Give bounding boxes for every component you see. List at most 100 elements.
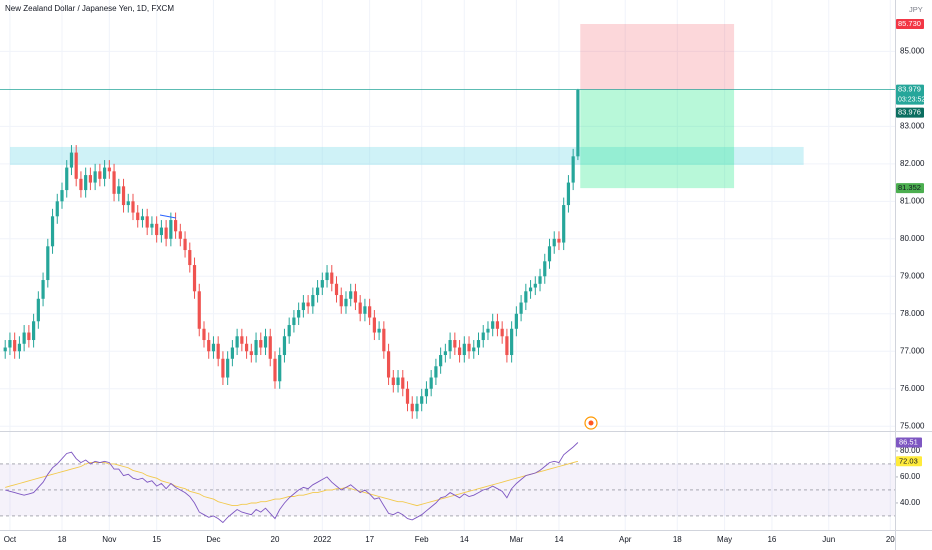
- candle-body: [254, 340, 258, 356]
- candle-body: [259, 340, 263, 348]
- candle-body: [211, 343, 216, 352]
- candle-body: [533, 283, 537, 288]
- x-tick-label: 16: [767, 535, 776, 544]
- candle-body: [453, 340, 457, 348]
- candle-body: [306, 302, 310, 307]
- candle-body: [74, 152, 78, 179]
- trend-line: [159, 214, 177, 219]
- rsi-tick-label: 60.00: [900, 472, 921, 481]
- candle-body: [297, 310, 301, 318]
- candle-body: [576, 89, 580, 157]
- candle-body: [358, 302, 362, 314]
- candle-body: [528, 287, 533, 292]
- candle-body: [382, 328, 386, 352]
- candle-body: [429, 377, 433, 389]
- rsi-tick-label: 80.00: [900, 446, 921, 455]
- candle-body: [443, 351, 447, 356]
- candle-body: [183, 238, 187, 251]
- last-price-tag: 83.979: [898, 85, 921, 94]
- candle-body: [41, 280, 45, 299]
- candle-body: [32, 321, 36, 341]
- candle-body: [325, 272, 329, 281]
- candle-body: [60, 190, 64, 202]
- candle-body: [401, 377, 405, 389]
- candle-body: [282, 336, 287, 356]
- x-tick-label: 14: [555, 535, 564, 544]
- candle-body: [396, 377, 400, 386]
- candle-body: [491, 321, 495, 329]
- candle-body: [481, 332, 485, 341]
- y-tick-label: 77.000: [900, 346, 925, 355]
- candle-body: [93, 171, 97, 183]
- candle-body: [391, 377, 395, 386]
- candle-body: [448, 340, 452, 352]
- candle-body: [221, 358, 225, 378]
- close-price-tag-bg: [896, 107, 924, 118]
- candle-body: [178, 231, 182, 239]
- candle-body: [410, 403, 414, 412]
- candle-body: [334, 283, 339, 296]
- x-tick-label: 20: [886, 535, 895, 544]
- x-tick-label: 15: [152, 535, 161, 544]
- candle-body: [476, 340, 481, 348]
- candle-body: [287, 325, 291, 337]
- support-zone: [9, 146, 804, 165]
- candle-body: [3, 347, 7, 352]
- x-tick-label: May: [717, 535, 732, 544]
- candle-body: [192, 265, 197, 292]
- candle-body: [543, 261, 547, 277]
- candle-body: [386, 351, 391, 378]
- x-tick-label: 18: [673, 535, 682, 544]
- rsi-line: [5, 442, 579, 524]
- candle-body: [415, 403, 419, 412]
- y-tick-label: 78.000: [900, 309, 925, 318]
- candle-body: [244, 343, 249, 352]
- candle-body: [538, 276, 542, 284]
- x-tick-label: Nov: [102, 535, 116, 544]
- candle-body: [126, 201, 130, 206]
- candle-body: [117, 186, 121, 194]
- candle-body: [424, 388, 429, 397]
- x-tick-label: Dec: [206, 535, 220, 544]
- x-tick-label: 17: [365, 535, 374, 544]
- candle-body: [500, 328, 504, 337]
- y-tick-label: 83.000: [900, 121, 925, 130]
- candle-body: [462, 343, 466, 356]
- y-tick-label: 76.000: [900, 384, 925, 393]
- candle-body: [420, 396, 424, 404]
- candle-body: [164, 227, 168, 239]
- target-price-tag: 85.730: [898, 19, 921, 28]
- candle-body: [65, 167, 69, 191]
- rsi-ma-tag-bg: [896, 456, 922, 467]
- candle-body: [363, 306, 367, 314]
- stop-price-tag-bg: [896, 183, 924, 194]
- candle-body: [131, 201, 135, 213]
- candle-body: [46, 246, 50, 281]
- candle-body: [88, 175, 92, 183]
- stop-price-tag: 81.352: [898, 183, 921, 192]
- candle-body: [202, 328, 206, 341]
- candle-body: [112, 171, 116, 194]
- candle-body: [98, 171, 102, 179]
- x-tick-label: 14: [460, 535, 469, 544]
- candle-body: [562, 205, 566, 243]
- candle-body: [159, 227, 163, 236]
- candle-body: [524, 291, 528, 303]
- candle-body: [434, 366, 438, 378]
- candle-body: [486, 328, 490, 333]
- candle-body: [69, 152, 74, 168]
- candle-body: [207, 340, 211, 352]
- candle-body: [107, 167, 111, 172]
- candle-body: [268, 336, 272, 359]
- candle-body: [155, 223, 159, 236]
- currency: JPY: [909, 5, 923, 14]
- candle-body: [495, 321, 500, 329]
- candle-body: [173, 220, 178, 232]
- candle-body: [552, 238, 556, 247]
- x-tick-label: 18: [58, 535, 67, 544]
- candle-body: [505, 336, 509, 356]
- target-area: [580, 23, 735, 90]
